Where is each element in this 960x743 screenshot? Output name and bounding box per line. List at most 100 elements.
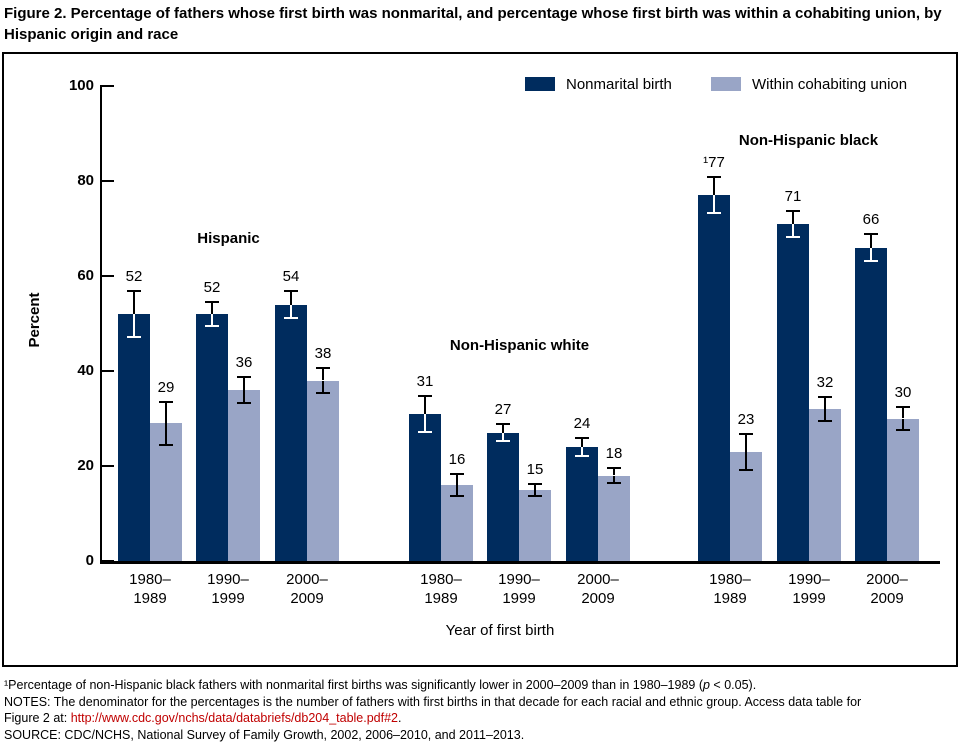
error-bar-upper [534, 482, 536, 490]
error-bar-upper [902, 405, 904, 419]
x-category-label: 1990– 1999 [788, 571, 830, 607]
error-bar-cap-top [127, 290, 141, 293]
y-tick-label: 0 [85, 552, 94, 569]
bar-nonmarital [566, 447, 598, 561]
error-bar-cap-top [739, 432, 753, 435]
error-bar-upper [290, 290, 292, 305]
value-label: 15 [526, 460, 544, 478]
error-bar-lower [713, 195, 715, 215]
y-tick-label: 80 [77, 172, 94, 189]
bar-cohabiting [809, 409, 841, 561]
error-bar-upper [745, 432, 747, 452]
error-bar-cap-top [316, 367, 330, 370]
bar-nonmarital [698, 195, 730, 561]
legend-swatch-cohabiting [711, 77, 741, 91]
error-bar-lower [211, 314, 213, 327]
error-bar-cap-bottom [496, 440, 510, 443]
error-bar-upper [613, 467, 615, 476]
error-bar-lower [456, 485, 458, 498]
value-label: 27 [494, 401, 512, 419]
error-bar-lower [502, 432, 504, 443]
x-axis-title: Year of first birth [445, 622, 555, 639]
error-bar-upper [133, 290, 135, 314]
error-bar-upper [424, 394, 426, 414]
legend-item-nonmarital: Nonmarital birth [525, 75, 672, 93]
x-category-label: 2000– 2009 [866, 571, 908, 607]
data-table-link[interactable]: http://www.cdc.gov/nchs/data/databriefs/… [70, 711, 399, 725]
value-label: 16 [448, 450, 466, 468]
error-bar-cap-bottom [528, 494, 542, 497]
x-category-label: 1990– 1999 [207, 571, 249, 607]
value-label: ¹77 [703, 154, 725, 172]
error-bar-lower [534, 489, 536, 497]
footnote-notes-line2: Figure 2 at: http://www.cdc.gov/nchs/dat… [4, 710, 956, 727]
error-bar-cap-top [237, 376, 251, 379]
error-bar-upper [211, 301, 213, 314]
y-tick [100, 560, 114, 562]
error-bar-cap-top [418, 394, 432, 397]
x-category-label: 1990– 1999 [498, 571, 540, 607]
value-label: 52 [203, 279, 221, 297]
error-bar-cap-bottom [450, 495, 464, 498]
footnote-source: SOURCE: CDC/NCHS, National Survey of Fam… [4, 727, 525, 742]
x-axis-line [100, 561, 940, 564]
error-bar-cap-top [707, 176, 721, 179]
error-bar-cap-top [528, 482, 542, 485]
y-tick-label: 60 [77, 267, 94, 284]
legend-label-cohabiting: Within cohabiting union [752, 75, 908, 93]
error-bar-cap-top [450, 472, 464, 475]
y-tick-label: 100 [68, 77, 94, 94]
footnote-significance-tail: < 0.05). [709, 678, 757, 692]
footnote-link-prefix: Figure 2 at: [4, 711, 71, 725]
bar-cohabiting [887, 418, 919, 561]
value-label: 18 [605, 445, 623, 463]
footnote-p-italic: p [703, 678, 710, 692]
error-bar-upper [456, 472, 458, 485]
error-bar-cap-bottom [896, 429, 910, 432]
bar-nonmarital [409, 413, 441, 561]
error-bar-cap-top [575, 436, 589, 439]
group-title: Non-Hispanic black [738, 132, 879, 149]
error-bar-cap-top [607, 467, 621, 470]
error-bar-lower [613, 475, 615, 484]
error-bar-cap-bottom [418, 430, 432, 433]
error-bar-cap-top [496, 423, 510, 426]
error-bar-lower [133, 314, 135, 338]
error-bar-cap-top [864, 233, 878, 236]
value-label: 24 [573, 414, 591, 432]
value-label: 29 [157, 378, 175, 396]
chart-frame: Nonmarital birth Within cohabiting union… [2, 52, 958, 667]
value-label: 66 [862, 211, 880, 229]
footnote-significance-text: ¹Percentage of non-Hispanic black father… [4, 678, 703, 692]
legend-item-cohabiting: Within cohabiting union [711, 75, 907, 93]
y-tick [100, 370, 114, 372]
y-tick [100, 85, 114, 87]
x-category-label: 1980– 1989 [129, 571, 171, 607]
footnote-notes-line1: NOTES: The denominator for the percentag… [4, 694, 862, 709]
footnote-significance: ¹Percentage of non-Hispanic black father… [4, 677, 956, 694]
y-tick [100, 275, 114, 277]
error-bar-upper [713, 176, 715, 196]
error-bar-cap-bottom [284, 316, 298, 319]
bar-cohabiting [307, 380, 339, 561]
value-label: 32 [816, 373, 834, 391]
bar-nonmarital [275, 304, 307, 561]
error-bar-lower [902, 418, 904, 432]
error-bar-upper [243, 376, 245, 390]
error-bar-lower [165, 423, 167, 446]
error-bar-cap-bottom [739, 468, 753, 471]
bar-nonmarital [487, 432, 519, 561]
x-category-label: 1980– 1989 [709, 571, 751, 607]
bar-cohabiting [519, 489, 551, 561]
y-axis-line [100, 86, 102, 564]
legend-label-nonmarital: Nonmarital birth [566, 75, 672, 93]
value-label: 38 [314, 345, 332, 363]
y-tick [100, 465, 114, 467]
error-bar-lower [745, 451, 747, 471]
footnote-link-suffix: . [398, 711, 402, 725]
x-category-label: 1980– 1989 [420, 571, 462, 607]
error-bar-cap-top [896, 405, 910, 408]
footnotes: ¹Percentage of non-Hispanic black father… [4, 677, 956, 743]
value-label: 54 [282, 268, 300, 286]
value-label: 30 [894, 383, 912, 401]
